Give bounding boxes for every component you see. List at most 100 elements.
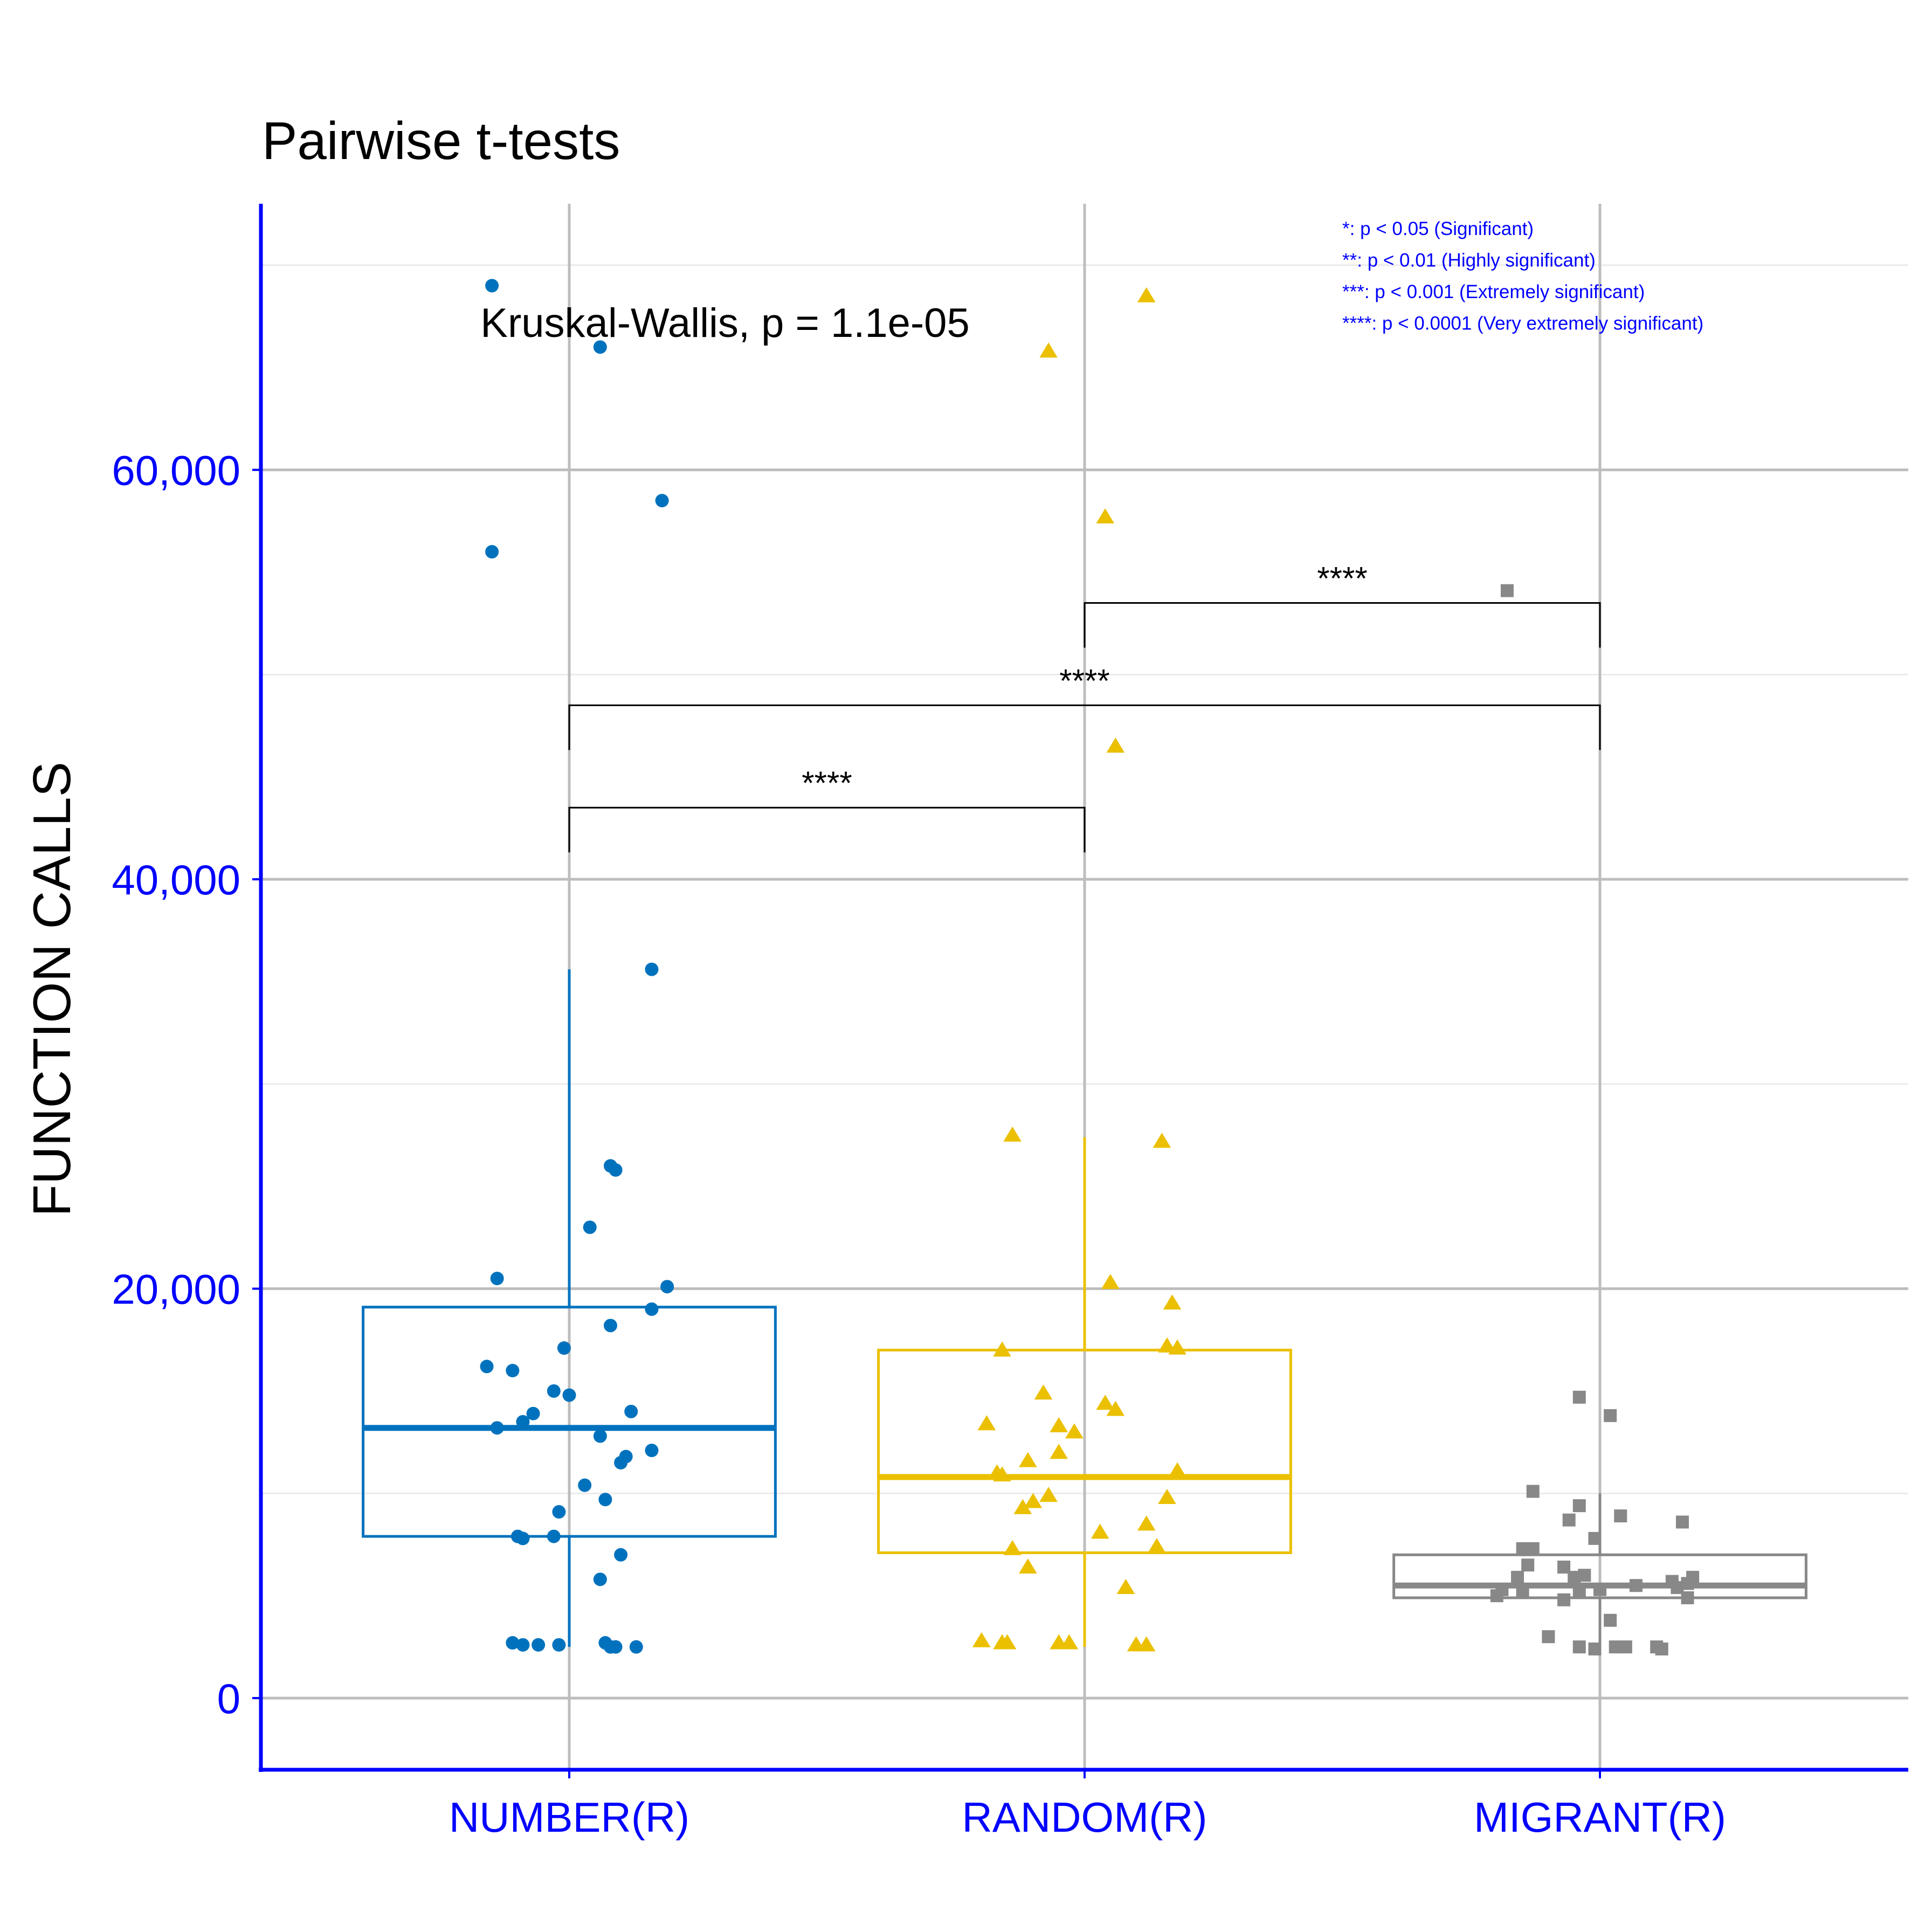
box-body	[877, 1349, 1292, 1554]
data-point	[1034, 1384, 1053, 1400]
data-point	[516, 1638, 530, 1652]
data-point	[578, 1478, 592, 1492]
legend-line: **: p < 0.01 (Highly significant)	[1342, 250, 1596, 271]
y-tick-label: 60,000	[112, 447, 240, 494]
data-point	[1516, 1585, 1529, 1598]
data-point	[660, 1280, 674, 1294]
data-point	[1024, 1493, 1043, 1508]
x-tick-label: MIGRANT(R)	[1474, 1793, 1726, 1841]
data-point	[1148, 1538, 1166, 1554]
data-point	[1050, 1417, 1068, 1433]
data-point	[655, 494, 669, 508]
significance-bracket	[568, 806, 1086, 853]
data-point	[1655, 1642, 1668, 1655]
data-point	[1137, 1515, 1156, 1531]
data-point	[1091, 1523, 1109, 1539]
data-point	[645, 1444, 659, 1458]
y-axis-label: FUNCTION CALLS	[22, 762, 81, 1217]
legend-line: ****: p < 0.0001 (Very extremely signifi…	[1342, 313, 1703, 334]
data-point	[480, 1360, 494, 1374]
data-point	[593, 1572, 607, 1586]
data-point	[629, 1640, 643, 1654]
data-point	[1526, 1542, 1540, 1555]
data-point	[1542, 1630, 1555, 1644]
data-point	[516, 1414, 530, 1429]
data-point	[552, 1638, 566, 1652]
data-point	[490, 1272, 504, 1286]
data-point	[609, 1640, 623, 1654]
data-point	[1568, 1571, 1581, 1584]
significance-bracket	[1084, 602, 1601, 648]
data-point	[1168, 1339, 1186, 1355]
data-point	[1096, 1395, 1115, 1410]
data-point	[1572, 1499, 1586, 1513]
data-point	[609, 1163, 623, 1177]
data-point	[1106, 737, 1125, 753]
data-point	[1619, 1640, 1632, 1654]
data-point	[1106, 1400, 1125, 1416]
chart-title: Pairwise t-tests	[262, 111, 620, 170]
data-point	[562, 1388, 576, 1402]
data-point	[1137, 287, 1156, 302]
significance-bracket	[568, 704, 1601, 750]
y-tick-label: 40,000	[112, 856, 240, 903]
data-point	[1003, 1126, 1022, 1142]
data-point	[1629, 1579, 1643, 1592]
data-point	[1137, 1636, 1156, 1652]
data-point	[1013, 1499, 1032, 1514]
x-tick-label: NUMBER(R)	[449, 1793, 689, 1841]
data-point	[490, 1421, 504, 1435]
data-point	[593, 340, 607, 354]
data-point	[977, 1415, 996, 1431]
legend-line: *: p < 0.05 (Significant)	[1342, 218, 1534, 239]
data-point	[1604, 1613, 1617, 1627]
data-point	[1593, 1583, 1606, 1596]
data-point	[1490, 1589, 1503, 1603]
legend-line: ***: p < 0.001 (Extremely significant)	[1342, 281, 1645, 302]
data-point	[1675, 1515, 1689, 1529]
data-point	[1060, 1634, 1079, 1650]
significance-brackets: **** **** ****	[568, 560, 1601, 853]
data-point	[1588, 1531, 1602, 1545]
data-point	[993, 1341, 1011, 1357]
data-point	[1562, 1513, 1576, 1527]
data-point	[1614, 1509, 1627, 1523]
kruskal-wallis-annotation: Kruskal-Wallis, p = 1.1e-05	[480, 300, 969, 346]
data-point	[624, 1404, 638, 1418]
data-point	[506, 1636, 520, 1650]
data-point	[557, 1341, 571, 1355]
data-point	[583, 1220, 597, 1234]
data-point	[1158, 1488, 1176, 1504]
data-point	[516, 1531, 530, 1545]
data-point	[1168, 1462, 1186, 1478]
data-point	[1101, 1274, 1120, 1289]
data-point	[1019, 1558, 1037, 1574]
significance-label: ****	[1317, 560, 1367, 596]
data-point	[485, 545, 499, 559]
data-point	[1572, 1640, 1586, 1654]
data-point	[1039, 342, 1058, 358]
y-tick-label: 20,000	[112, 1266, 240, 1313]
data-point	[1588, 1642, 1602, 1655]
data-point	[1019, 1452, 1037, 1467]
data-point	[547, 1529, 561, 1543]
data-point	[1163, 1294, 1182, 1310]
data-point	[998, 1634, 1017, 1650]
box-body	[362, 1306, 777, 1538]
box-body	[1392, 1553, 1807, 1599]
data-point	[506, 1364, 520, 1378]
data-point	[645, 1302, 659, 1316]
data-point	[1604, 1409, 1617, 1423]
data-point	[603, 1319, 617, 1333]
data-point	[993, 1466, 1011, 1482]
data-point	[1003, 1540, 1022, 1555]
data-point	[1521, 1558, 1535, 1572]
data-point	[1681, 1591, 1694, 1605]
data-point	[1158, 1337, 1176, 1353]
data-point	[485, 279, 499, 293]
x-axis-ticks: NUMBER(R) RANDOM(R) MIGRANT(R)	[449, 1770, 1726, 1841]
data-point	[1511, 1571, 1524, 1584]
x-tick-label: RANDOM(R)	[962, 1793, 1208, 1841]
data-point	[1153, 1133, 1171, 1148]
